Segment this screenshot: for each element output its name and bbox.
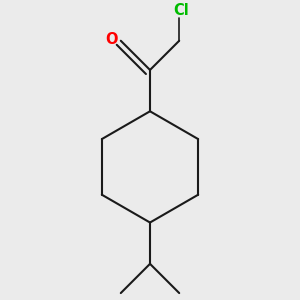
Text: Cl: Cl (173, 3, 189, 18)
Text: O: O (105, 32, 118, 47)
